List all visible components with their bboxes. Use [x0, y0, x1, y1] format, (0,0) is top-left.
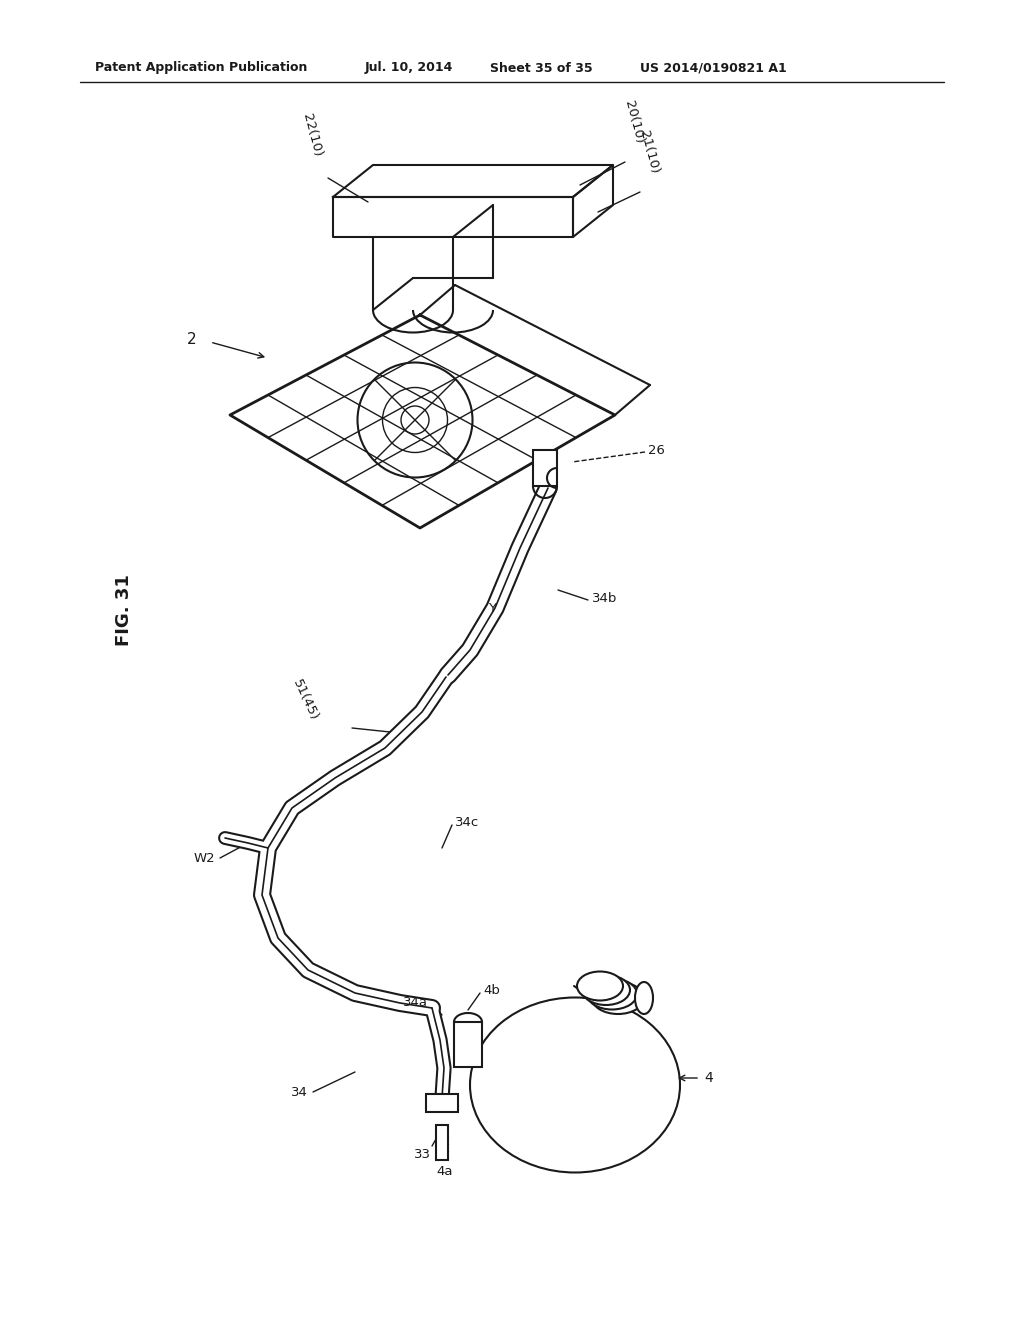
Text: 34: 34 [291, 1085, 308, 1098]
Text: 34b: 34b [592, 591, 617, 605]
Text: 2: 2 [187, 333, 197, 347]
Bar [436, 1125, 449, 1160]
Text: 34a: 34a [403, 995, 428, 1008]
Ellipse shape [587, 978, 637, 1010]
Ellipse shape [635, 982, 653, 1014]
Text: Sheet 35 of 35: Sheet 35 of 35 [490, 62, 593, 74]
Text: 26: 26 [648, 444, 665, 457]
Text: W2: W2 [194, 851, 215, 865]
Text: 22(10): 22(10) [300, 112, 324, 158]
Text: 21(10): 21(10) [637, 129, 660, 176]
Text: 51(45): 51(45) [290, 677, 321, 723]
Bar [454, 1022, 482, 1067]
Text: Patent Application Publication: Patent Application Publication [95, 62, 307, 74]
Text: 33: 33 [414, 1148, 430, 1162]
Text: 4: 4 [705, 1071, 713, 1085]
Ellipse shape [592, 982, 644, 1014]
Bar [426, 1094, 458, 1111]
Text: 34c: 34c [455, 816, 479, 829]
Text: US 2014/0190821 A1: US 2014/0190821 A1 [640, 62, 786, 74]
Ellipse shape [577, 972, 623, 1001]
Text: 20(10): 20(10) [622, 99, 646, 145]
Bar [534, 450, 557, 486]
Text: Jul. 10, 2014: Jul. 10, 2014 [365, 62, 454, 74]
Ellipse shape [470, 998, 680, 1172]
Text: 4b: 4b [483, 983, 500, 997]
Ellipse shape [582, 975, 630, 1005]
Text: 4a: 4a [437, 1166, 454, 1177]
Text: FIG. 31: FIG. 31 [115, 574, 133, 645]
Text: Y: Y [488, 602, 496, 615]
